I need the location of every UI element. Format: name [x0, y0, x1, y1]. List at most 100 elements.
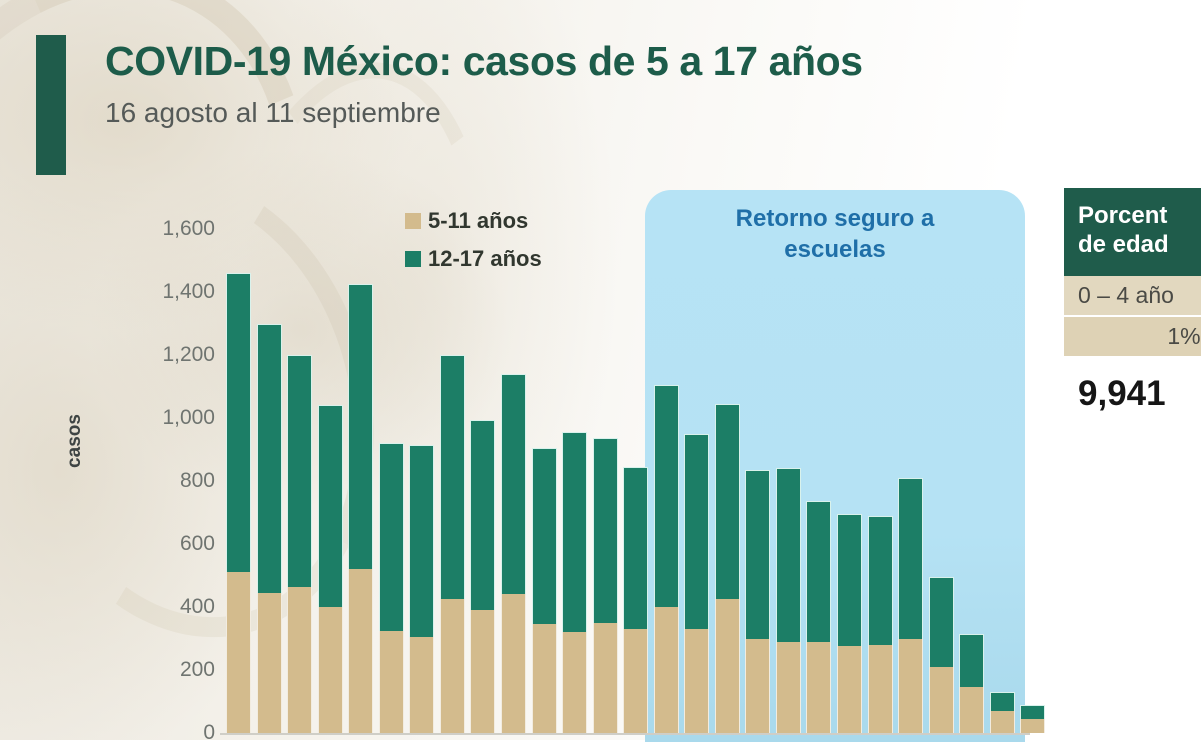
y-tick-label: 1,000	[162, 406, 215, 429]
bar-segment-12-17	[653, 384, 679, 607]
bar-segment-12-17	[409, 444, 435, 637]
bar-segment-12-17	[989, 692, 1015, 711]
bar-segment-12-17	[348, 284, 374, 570]
retorno-seguro-label-line2: escuelas	[784, 235, 886, 263]
bar-segment-12-17	[531, 447, 557, 625]
bar-segment-12-17	[959, 633, 985, 688]
plot-bars	[220, 180, 1056, 740]
bar-group	[775, 468, 801, 733]
bar-segment-5-11	[623, 629, 649, 733]
bar-group	[256, 323, 282, 733]
y-tick-label: 200	[179, 658, 215, 681]
bar-group	[439, 355, 465, 733]
bar-segment-5-11	[898, 638, 924, 733]
bar-segment-5-11	[562, 632, 588, 733]
y-tick-label: 1,400	[162, 280, 215, 303]
bar-segment-5-11	[409, 636, 435, 733]
bar-segment-12-17	[226, 273, 251, 573]
retorno-seguro-label-line1: Retorno seguro a	[735, 205, 935, 232]
legend-swatch-icon	[405, 213, 421, 229]
y-tick-label: 0	[203, 721, 215, 744]
bar-segment-12-17	[745, 469, 771, 639]
page-title: COVID-19 México: casos de 5 a 17 años	[105, 38, 863, 84]
bar-segment-5-11	[806, 641, 832, 733]
bar-segment-5-11	[989, 710, 1015, 733]
bar-segment-12-17	[378, 443, 404, 631]
y-axis-ticks: 0 200 400 600 800 1,000 1,200 1,400 1,600	[120, 180, 215, 744]
bar-group	[959, 633, 985, 733]
y-tick-label: 400	[179, 595, 215, 618]
bar-segment-5-11	[348, 569, 374, 733]
bar-segment-5-11	[287, 586, 313, 733]
bar-segment-12-17	[470, 419, 496, 611]
bar-group	[837, 514, 862, 733]
side-panel-header-line1: Porcent	[1078, 202, 1168, 229]
bar-segment-12-17	[562, 432, 588, 633]
chart-area: Retorno seguro a escuelas casos 0 200 400 6…	[0, 180, 1201, 744]
y-tick-label: 600	[179, 532, 215, 555]
bar-segment-5-11	[714, 599, 740, 733]
bar-segment-5-11	[470, 610, 496, 733]
bar-group	[989, 692, 1015, 733]
side-panel: Porcent de edad 0 – 4 año 1% 9,941	[1064, 188, 1201, 414]
page-subtitle: 16 agosto al 11 septiembre	[105, 97, 441, 128]
x-axis-baseline	[220, 733, 1030, 735]
bar-segment-12-17	[623, 466, 649, 630]
bar-segment-12-17	[684, 433, 710, 630]
bar-group	[500, 373, 526, 733]
bar-group	[226, 273, 251, 733]
bar-segment-5-11	[653, 607, 679, 733]
bar-group	[714, 403, 740, 733]
legend-item: 12-17 años	[405, 246, 542, 272]
bar-segment-12-17	[1020, 704, 1046, 719]
bar-segment-5-11	[500, 594, 526, 733]
bar-segment-5-11	[439, 599, 465, 733]
bar-segment-12-17	[256, 323, 282, 593]
y-tick-label: 1,200	[162, 343, 215, 366]
legend-label: 5-11 años	[428, 208, 529, 233]
bar-segment-12-17	[287, 355, 313, 587]
bar-group	[317, 405, 343, 733]
title-accent-bar	[36, 35, 66, 175]
bar-group	[378, 443, 404, 733]
bar-group	[562, 432, 588, 733]
bar-segment-5-11	[256, 592, 282, 733]
bar-segment-5-11	[378, 630, 404, 733]
bar-segment-12-17	[928, 577, 954, 667]
bar-segment-12-17	[500, 373, 526, 595]
bar-segment-5-11	[317, 607, 343, 733]
legend: 5-11 años 12-17 años	[405, 208, 542, 284]
bar-segment-12-17	[439, 355, 465, 600]
bar-segment-12-17	[837, 514, 862, 647]
bar-segment-12-17	[592, 438, 618, 623]
y-axis-title: casos	[64, 414, 85, 468]
side-panel-row-value: 1%	[1064, 316, 1201, 356]
bar-segment-5-11	[867, 644, 893, 733]
bar-group	[806, 501, 832, 733]
bar-group	[745, 469, 771, 733]
legend-item: 5-11 años	[405, 208, 542, 234]
bar-group	[684, 433, 710, 733]
bar-segment-5-11	[745, 638, 771, 733]
bar-group	[653, 384, 679, 733]
y-tick-label: 800	[179, 469, 215, 492]
legend-swatch-icon	[405, 251, 421, 267]
bar-segment-12-17	[898, 477, 924, 639]
side-panel-header-line2: de edad	[1078, 230, 1169, 258]
bar-segment-5-11	[928, 666, 954, 733]
bar-segment-12-17	[775, 468, 801, 642]
bar-group	[531, 447, 557, 733]
bar-segment-5-11	[684, 629, 710, 733]
bar-group	[1020, 704, 1046, 733]
bar-group	[623, 466, 649, 733]
bar-segment-12-17	[714, 403, 740, 600]
side-panel-row-label: 0 – 4 año	[1064, 275, 1201, 315]
bar-segment-5-11	[775, 641, 801, 733]
bar-group	[287, 355, 313, 733]
bar-group	[470, 419, 496, 733]
bar-group	[867, 515, 893, 733]
bar-group	[898, 477, 924, 733]
side-panel-header: Porcent de edad	[1064, 188, 1201, 276]
legend-label: 12-17 años	[428, 246, 542, 271]
bar-segment-5-11	[959, 687, 985, 733]
